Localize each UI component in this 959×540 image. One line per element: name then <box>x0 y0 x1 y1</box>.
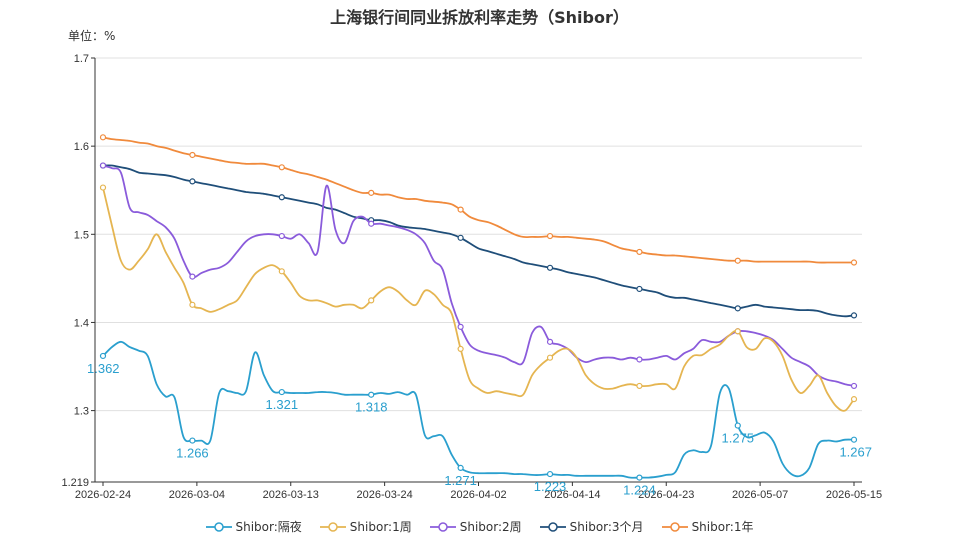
data-label: 1.266 <box>176 446 209 461</box>
series-point-2 <box>636 356 643 363</box>
series-line-0 <box>102 340 855 479</box>
series-point-1 <box>850 396 858 403</box>
legend-label: Shibor:3个月 <box>569 520 644 534</box>
legend-swatch <box>205 521 232 532</box>
series-line-1 <box>102 187 855 412</box>
y-tick-label: 1.5 <box>74 229 89 241</box>
series-point-3 <box>734 305 741 312</box>
series-point-2 <box>368 220 375 227</box>
series-point-1 <box>734 328 741 335</box>
series-point-1 <box>278 268 285 275</box>
series-point-1 <box>189 301 196 308</box>
legend-item[interactable]: Shibor:3个月 <box>539 518 644 535</box>
series-point-4 <box>368 189 375 196</box>
data-label: 1.321 <box>266 397 299 412</box>
series-point-0 <box>850 436 858 443</box>
series-point-4 <box>457 206 464 213</box>
legend-swatch-marker <box>669 521 680 532</box>
legend-swatch-marker <box>437 521 448 532</box>
series-line-3 <box>102 164 855 318</box>
series-point-0 <box>278 388 285 396</box>
data-label: 1.267 <box>839 445 872 460</box>
y-tick-label: 1.6 <box>74 141 89 153</box>
series-point-4 <box>189 151 196 159</box>
x-tick-label: 2026-05-15 <box>826 489 882 501</box>
series-point-3 <box>189 178 196 185</box>
y-tick-label: 1.3 <box>74 406 89 418</box>
data-label: 1.318 <box>355 400 388 415</box>
series-point-2 <box>99 162 107 169</box>
series-point-0 <box>734 422 741 429</box>
series-point-3 <box>546 264 554 271</box>
legend-swatch <box>661 521 688 532</box>
x-tick-label: 2026-03-04 <box>169 489 225 501</box>
data-label: 1.271 <box>444 473 477 488</box>
legend-label: Shibor:1年 <box>691 520 754 534</box>
legend-swatch-marker <box>328 521 338 532</box>
data-label: 1.362 <box>87 361 120 376</box>
series-point-4 <box>99 134 107 141</box>
y-tick-label: 1.219 <box>61 477 89 489</box>
series-point-4 <box>850 259 858 266</box>
series-point-2 <box>850 382 858 390</box>
data-label: 1.224 <box>623 483 656 498</box>
legend-label: Shibor:2周 <box>459 520 522 534</box>
series-point-1 <box>546 354 554 361</box>
series-point-4 <box>278 164 285 171</box>
legend-swatch <box>429 521 456 532</box>
legend-item[interactable]: Shibor:2周 <box>429 518 522 535</box>
series-point-3 <box>850 312 858 319</box>
series-point-3 <box>278 194 285 201</box>
series-line-2 <box>102 164 855 387</box>
series-point-2 <box>457 323 464 330</box>
series-point-4 <box>734 257 741 264</box>
series-point-0 <box>189 437 196 444</box>
series-point-1 <box>368 297 375 304</box>
legend: Shibor:隔夜 Shibor:1周 Shibor:2周 Shibor:3个月 Shi… <box>0 518 959 535</box>
legend-swatch <box>319 521 346 532</box>
legend-item[interactable]: Shibor:1年 <box>661 518 754 535</box>
y-tick-label: 1.7 <box>74 53 89 65</box>
data-label: 1.223 <box>534 479 567 494</box>
legend-item[interactable]: Shibor:隔夜 <box>205 518 302 535</box>
legend-swatch <box>539 521 566 532</box>
series-point-4 <box>636 248 643 256</box>
y-tick-label: 1.4 <box>74 317 89 329</box>
series-point-3 <box>636 285 643 293</box>
legend-swatch-marker <box>547 521 558 532</box>
x-tick-label: 2026-04-14 <box>544 489 600 501</box>
series-point-0 <box>457 464 464 471</box>
series-point-0 <box>368 391 375 398</box>
series-point-0 <box>546 470 554 478</box>
x-tick-label: 2026-03-24 <box>356 489 412 501</box>
series-point-2 <box>189 273 196 280</box>
series-line-4 <box>102 136 854 264</box>
series-point-4 <box>546 232 554 240</box>
series-point-2 <box>278 232 285 240</box>
chart-title: 上海银行间同业拆放利率走势（Shibor） <box>330 8 629 27</box>
series-point-0 <box>99 352 107 360</box>
x-tick-label: 2026-04-02 <box>450 489 506 501</box>
series-point-3 <box>457 234 464 241</box>
series-point-1 <box>99 184 107 191</box>
legend-label: Shibor:1周 <box>349 520 412 534</box>
x-tick-label: 2026-04-23 <box>638 489 694 501</box>
data-label: 1.275 <box>722 431 755 446</box>
x-tick-label: 2026-02-24 <box>75 489 131 501</box>
series-point-2 <box>546 338 554 345</box>
legend-label: Shibor:隔夜 <box>235 520 302 534</box>
legend-item[interactable]: Shibor:1周 <box>319 518 412 535</box>
x-tick-label: 2026-03-13 <box>263 489 319 501</box>
series-point-1 <box>457 345 464 352</box>
series-point-1 <box>636 382 643 390</box>
series-point-0 <box>636 474 643 481</box>
unit-label: 单位：% <box>68 29 116 43</box>
x-tick-label: 2026-05-07 <box>732 489 788 501</box>
legend-swatch-marker <box>213 521 224 532</box>
